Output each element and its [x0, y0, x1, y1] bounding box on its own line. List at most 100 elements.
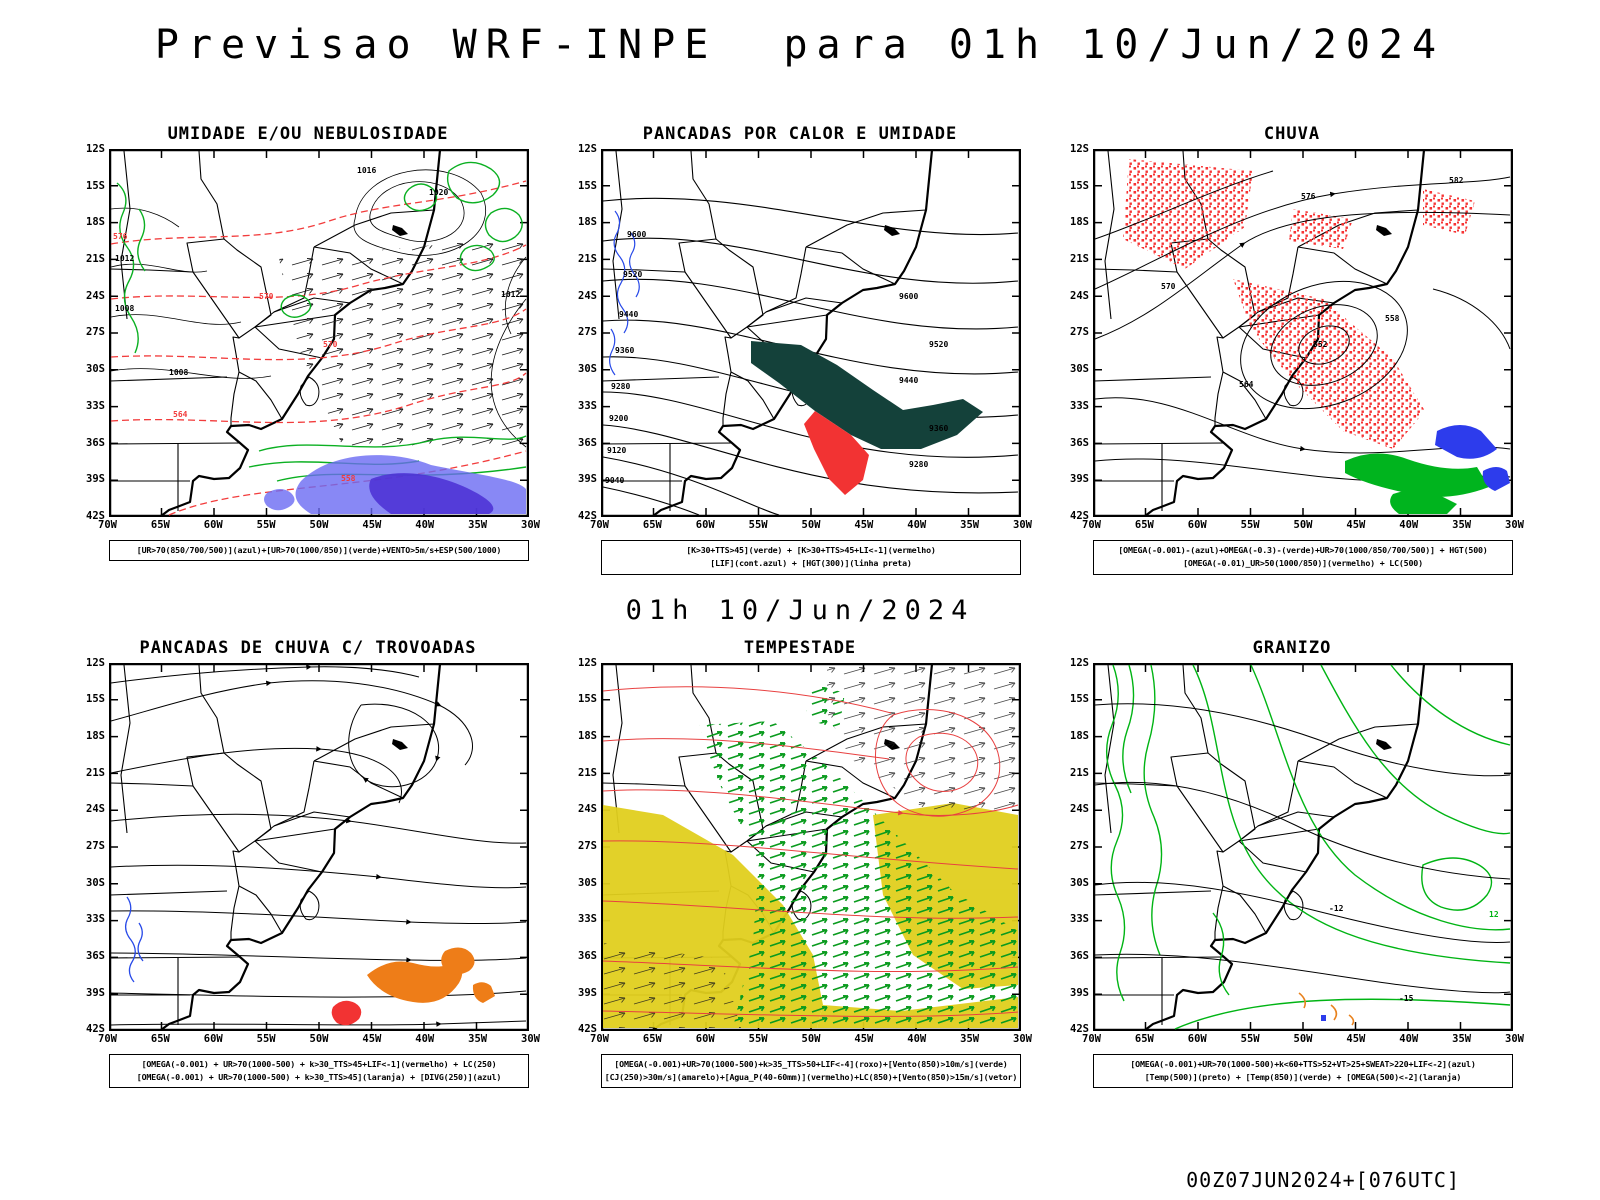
longitude-axis: 70W 65W 60W 55W 50W 45W 40W 35W 30W — [98, 1033, 540, 1045]
green-wind-field — [699, 682, 1018, 1028]
contour-label: 570 — [1161, 282, 1176, 291]
map-area: 12S 15S 18S 21S 24S 27S 30S 33S 36S 39S 42S — [1063, 657, 1524, 1045]
axis-tick-label: 36S — [1070, 950, 1089, 963]
contour-label: 9280 — [611, 382, 630, 391]
axis-tick-label: 12S — [578, 143, 597, 155]
axis-tick-label: 24S — [86, 289, 105, 302]
temp500-contours-black — [1094, 702, 1511, 993]
map-area: 12S 15S 18S 21S 24S 27S 30S 33S 36S 39S 42S — [571, 657, 1032, 1045]
forecast-panel-chuva: CHUVA 12S 15S 18S 21S 24S 27S 30S 33S 36S 39S 42S — [1063, 124, 1524, 575]
axis-tick-label: 42S — [86, 1023, 105, 1036]
longitude-axis: 70W 65W 60W 55W 50W 45W 40W 35W 30W — [590, 519, 1032, 531]
contour-label: 12 — [1489, 910, 1499, 919]
axis-tick-label: 21S — [86, 253, 105, 266]
axis-tick-label: 70W — [1082, 519, 1101, 531]
contour-label: 552 — [1313, 340, 1328, 349]
axis-tick-label: 55W — [256, 519, 276, 531]
axis-tick-label: 30W — [1013, 519, 1032, 531]
contour-label: 1016 — [357, 166, 376, 175]
granizo-overlay: 12 -12 -15 — [1094, 664, 1511, 1030]
map-area: 12S 15S 18S 21S 24S 27S 30S 33S 36S 39S 42S — [1063, 144, 1524, 532]
longitude-axis: 70W 65W 60W 55W 50W 45W 40W 35W 30W — [1082, 519, 1524, 531]
legend-line: [UR>70(850/700/500)](azul)+[UR>70(1000/8… — [136, 545, 502, 555]
axis-tick-label: 27S — [86, 326, 105, 339]
axis-tick-label: 40W — [415, 1032, 435, 1045]
contour-label: 9600 — [627, 230, 646, 239]
contour-labels: 12 -12 -15 — [1329, 904, 1499, 1003]
axis-tick-label: 60W — [203, 1032, 223, 1045]
axis-tick-label: 24S — [1070, 289, 1089, 302]
divg-contours-blue — [124, 896, 144, 982]
model-run-info: 00Z07JUN2024+[076UTC] — [1186, 1168, 1460, 1192]
axis-tick-label: 27S — [1070, 839, 1089, 852]
contour-labels: 552 558 564 570 576 582 — [1161, 176, 1464, 389]
pancadas-calor-overlay: 9600 9520 9440 9360 9280 9200 9120 9040 … — [602, 197, 1019, 516]
axis-tick-label: 30W — [1505, 519, 1524, 531]
longitude-axis: 70W 65W 60W 55W 50W 45W 40W 35W 30W — [98, 519, 540, 531]
contour-label: 9600 — [899, 292, 918, 301]
contour-label: 582 — [1449, 176, 1464, 185]
contour-label: 9520 — [929, 340, 948, 349]
contour-label: 1020 — [429, 188, 448, 197]
axis-tick-label: 33S — [1070, 399, 1089, 412]
instability-area-red — [804, 411, 869, 495]
lc850-streamlines-red — [602, 685, 1019, 1017]
legend-box: [K>30+TTS>45](verde) + [K>30+TTS>45+LI<-… — [601, 540, 1021, 575]
axis-tick-label: 18S — [86, 729, 105, 742]
axis-tick-label: 60W — [695, 519, 715, 531]
axis-tick-label: 12S — [1070, 656, 1089, 669]
axis-tick-label: 12S — [578, 656, 597, 669]
legend-line: [CJ(250)>30m/s](amarelo)+[Agua_P(40-60mm… — [604, 1071, 1018, 1082]
axis-tick-label: 33S — [1070, 913, 1089, 926]
weather-map-tempestade — [601, 662, 1021, 1031]
axis-tick-label: 24S — [578, 289, 597, 302]
panel-row-top: UMIDADE E/OU NEBULOSIDADE 12S 15S 18S 21S 24… — [0, 124, 1600, 575]
axis-tick-label: 70W — [1082, 1032, 1101, 1045]
panel-title: PANCADAS POR CALOR E UMIDADE — [642, 124, 958, 144]
contour-label: 570 — [323, 340, 338, 349]
axis-tick-label: 15S — [1070, 179, 1089, 192]
axis-tick-label: 45W — [854, 1032, 874, 1045]
weather-map-trovoadas — [109, 662, 529, 1031]
panel-title: PANCADAS DE CHUVA C/ TROVOADAS — [139, 637, 477, 658]
axis-tick-label: 60W — [203, 519, 223, 531]
axis-tick-label: 30S — [86, 876, 105, 889]
rain-areas-blue — [1435, 425, 1510, 491]
contour-label: 9120 — [607, 446, 626, 455]
axis-tick-label: 35W — [960, 1032, 980, 1045]
axis-tick-label: 39S — [1070, 986, 1089, 999]
latitude-axis: 12S 15S 18S 21S 24S 27S 30S 33S 36S 39S 42S — [1063, 656, 1093, 1036]
tempestade-overlay — [602, 664, 1019, 1028]
contour-label: 9040 — [605, 476, 624, 485]
contour-label: 9280 — [909, 460, 928, 469]
map-area: 12S 15S 18S 21S 24S 27S 30S 33S 36S 39S 42S — [79, 144, 540, 532]
umidade-overlay: 1020 1016 1012 1008 1008 1012 576 570 57… — [110, 161, 527, 516]
rain-areas-red — [1123, 159, 1475, 449]
page-title: Previsao WRF-INPE para 01h 10/Jun/2024 — [154, 22, 1446, 68]
axis-tick-label: 18S — [578, 729, 597, 742]
legend-line: [LIF](cont.azul) + [HGT(300)](linha pret… — [710, 558, 912, 569]
axis-tick-label: 70W — [590, 519, 609, 531]
axis-tick-label: 40W — [1399, 519, 1419, 531]
axis-tick-label: 12S — [86, 656, 105, 669]
contour-label: 576 — [113, 232, 128, 241]
axis-tick-label: 39S — [86, 473, 105, 486]
contour-label: 576 — [1301, 192, 1316, 201]
legend-line: [OMEGA(-0.001) + UR>70(1000-500) + k>30_… — [136, 1071, 502, 1082]
contour-label: 9440 — [899, 376, 918, 385]
black-vector-field — [603, 664, 1018, 1028]
axis-tick-label: 45W — [362, 519, 382, 531]
axis-tick-label: 33S — [86, 913, 105, 926]
axis-tick-label: 24S — [578, 803, 597, 816]
axis-tick-label: 33S — [578, 399, 597, 412]
weather-map-umidade: 1020 1016 1012 1008 1008 1012 576 570 57… — [109, 149, 529, 517]
axis-tick-label: 42S — [578, 509, 597, 522]
axis-tick-label: 21S — [1070, 766, 1089, 779]
axis-tick-label: 21S — [578, 766, 597, 779]
contour-label: 9360 — [929, 424, 948, 433]
map-area: 12S 15S 18S 21S 24S 27S 30S 33S 36S 39S 42S — [79, 657, 540, 1045]
legend-line: [Temp(500)](preto) + [Temp(850)](verde) … — [1144, 1071, 1462, 1082]
forecast-panel-pancadas-calor: PANCADAS POR CALOR E UMIDADE 12S 15S 18S 21… — [571, 124, 1032, 575]
axis-tick-label: 70W — [590, 1032, 609, 1045]
valid-datetime: 01h 10/Jun/2024 — [625, 594, 975, 626]
